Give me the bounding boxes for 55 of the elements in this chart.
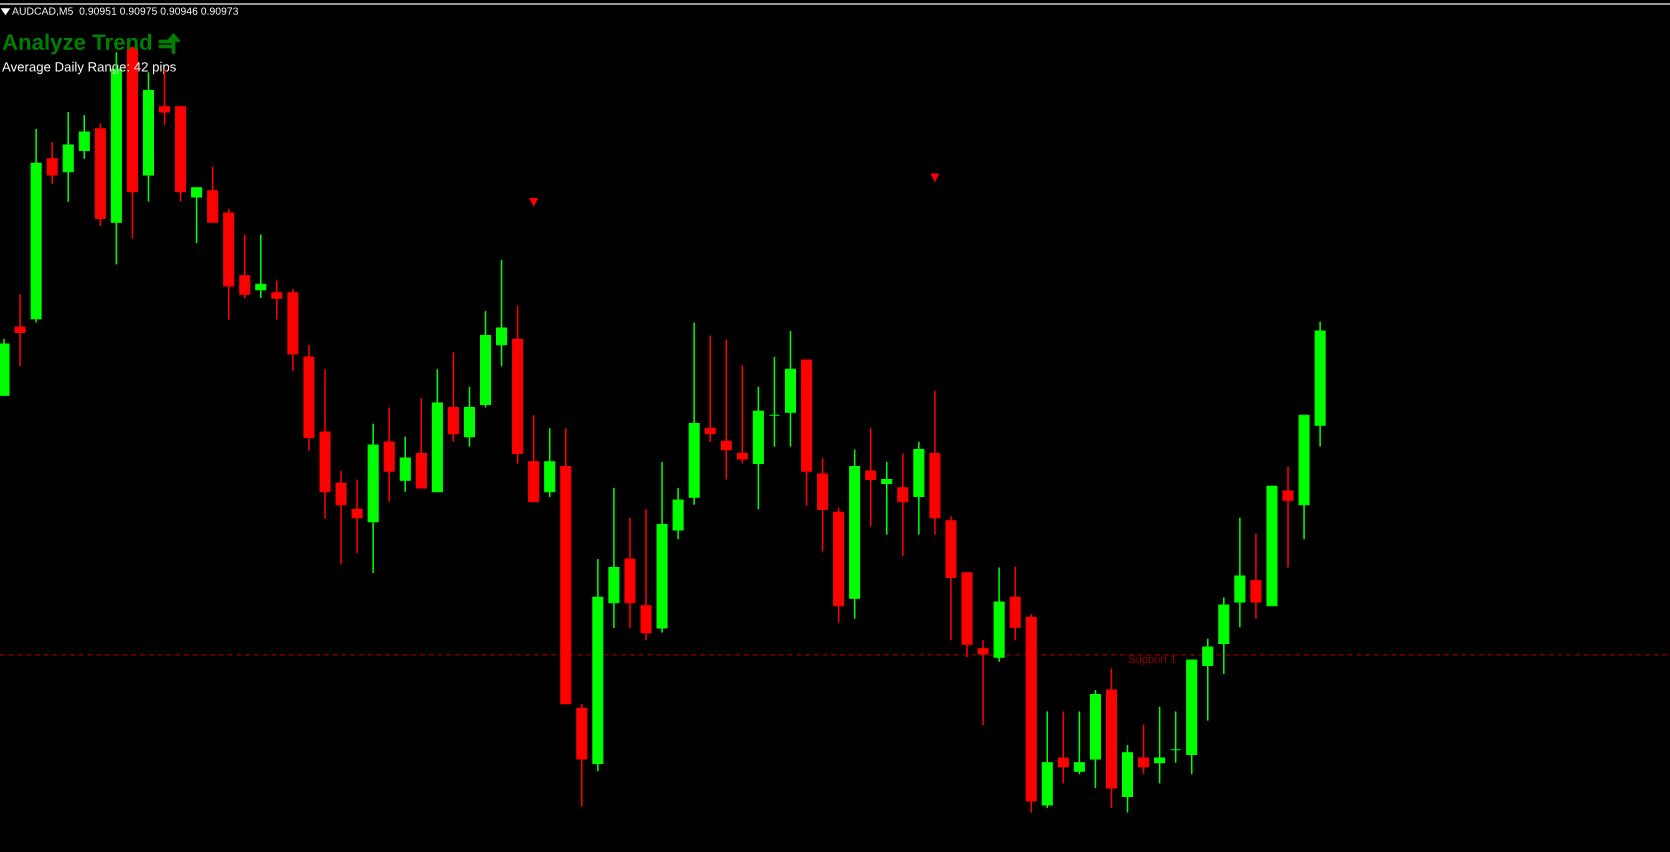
candlestick: [865, 427, 877, 527]
candlestick: [94, 122, 106, 227]
candlestick: [833, 507, 845, 624]
candlestick: [640, 508, 652, 642]
candlestick: [207, 165, 219, 224]
candlestick: [1266, 485, 1278, 607]
candlestick: [431, 368, 443, 493]
candlestick: [479, 310, 492, 409]
candlestick: [271, 279, 283, 321]
candlestick: [303, 344, 315, 452]
candlestick: [1250, 533, 1262, 620]
candlestick: [1138, 723, 1150, 775]
candlestick: [945, 515, 957, 642]
candlestick: [993, 566, 1005, 663]
candlestick: [1089, 689, 1101, 789]
candlestick: [624, 517, 636, 629]
candlestick: [1314, 321, 1326, 448]
candlestick: [1170, 710, 1182, 764]
candlestick: [817, 457, 829, 553]
candlestick: [1121, 744, 1134, 814]
candlestick: [784, 330, 796, 448]
text: AUDCAD,M5 0.90951 0.90975 0.90946 0.90973: [12, 7, 238, 17]
candlestick: [1282, 465, 1294, 569]
candlestick: [1073, 710, 1085, 775]
candlestick: [608, 487, 620, 629]
candlestick: [672, 487, 684, 540]
candlestick: [1105, 667, 1117, 809]
candlestick: [447, 351, 459, 443]
candlestick: [191, 187, 203, 244]
candlestick: [496, 259, 508, 367]
candlestick: [929, 389, 941, 536]
candlestick: [223, 207, 235, 321]
candlestick: [1057, 710, 1069, 785]
candlestick: [528, 414, 540, 503]
candlestick: [977, 639, 989, 726]
candlestick: [415, 397, 427, 489]
candlestick: [961, 572, 973, 658]
candlestick: [512, 304, 524, 465]
candlestick: [1186, 659, 1198, 775]
candlestick: [319, 368, 331, 520]
candlestick: [30, 128, 42, 324]
candlestick: [800, 359, 813, 507]
candlestick: [1298, 414, 1310, 540]
candlestick: [849, 448, 861, 620]
candlestick: [287, 288, 299, 372]
ref-line-label: Support 1: [1128, 655, 1176, 666]
candlestick: [752, 386, 764, 511]
candlestick: [175, 105, 187, 203]
candlestick: [768, 356, 780, 448]
candlestick: [142, 71, 154, 203]
candlestick: [544, 427, 556, 498]
candlestick: [656, 461, 668, 634]
chart-title: Analyze Trend: [2, 33, 152, 55]
candlestick: [1154, 706, 1166, 785]
candlestick: [463, 386, 475, 448]
